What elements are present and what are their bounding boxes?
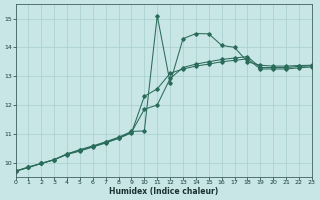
X-axis label: Humidex (Indice chaleur): Humidex (Indice chaleur) xyxy=(109,187,218,196)
